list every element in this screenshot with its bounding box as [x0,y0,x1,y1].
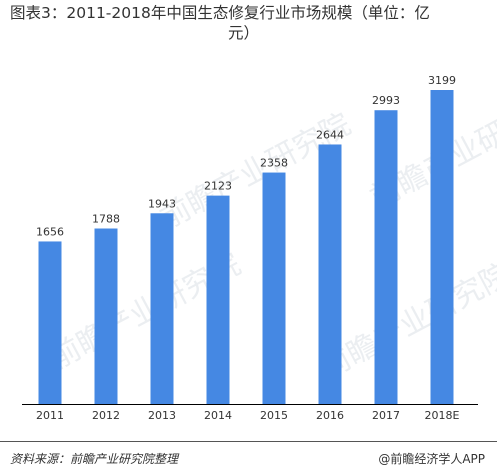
data-label: 2993 [372,94,400,107]
bar [206,195,230,404]
x-tick-label: 2012 [92,409,120,422]
data-label: 2123 [204,180,232,193]
data-label: 3199 [428,74,456,87]
x-tick-label: 2015 [260,409,288,422]
chart-title-line2: 元） [228,24,260,42]
chart-title-line1: 图表3：2011-2018年中国生态修复行业市场规模（单位：亿 [10,4,430,22]
x-tick-label: 2013 [148,409,176,422]
data-label: 2644 [316,128,344,141]
bar [318,144,342,405]
bar [150,213,174,404]
data-label: 1788 [92,212,120,225]
chart-title: 图表3：2011-2018年中国生态修复行业市场规模（单位：亿 元） [10,3,490,43]
x-tick-label: 2017 [372,409,400,422]
x-tick-label: 2016 [316,409,344,422]
bar-chart: 前瞻产业研究院前瞻产业研究院前瞻产业研究院前瞻产业研究院165620111788… [22,74,497,422]
x-tick-label: 2011 [36,409,64,422]
x-tick-label: 2018E [425,409,460,422]
watermark-text: 前瞻产业研究院 [315,257,497,386]
bar [94,228,118,404]
x-tick-label: 2014 [204,409,232,422]
bar [430,90,454,404]
brand-label: @前瞻经济学人APP [378,452,485,466]
bar [38,241,62,404]
data-label: 1943 [148,197,176,210]
data-label: 1656 [36,225,64,238]
bar [262,172,286,404]
footer: 资料来源：前瞻产业研究院整理 @前瞻经济学人APP [0,441,497,474]
data-label: 2358 [260,157,288,170]
source-note: 资料来源：前瞻产业研究院整理 [10,452,179,466]
bar [374,110,398,405]
